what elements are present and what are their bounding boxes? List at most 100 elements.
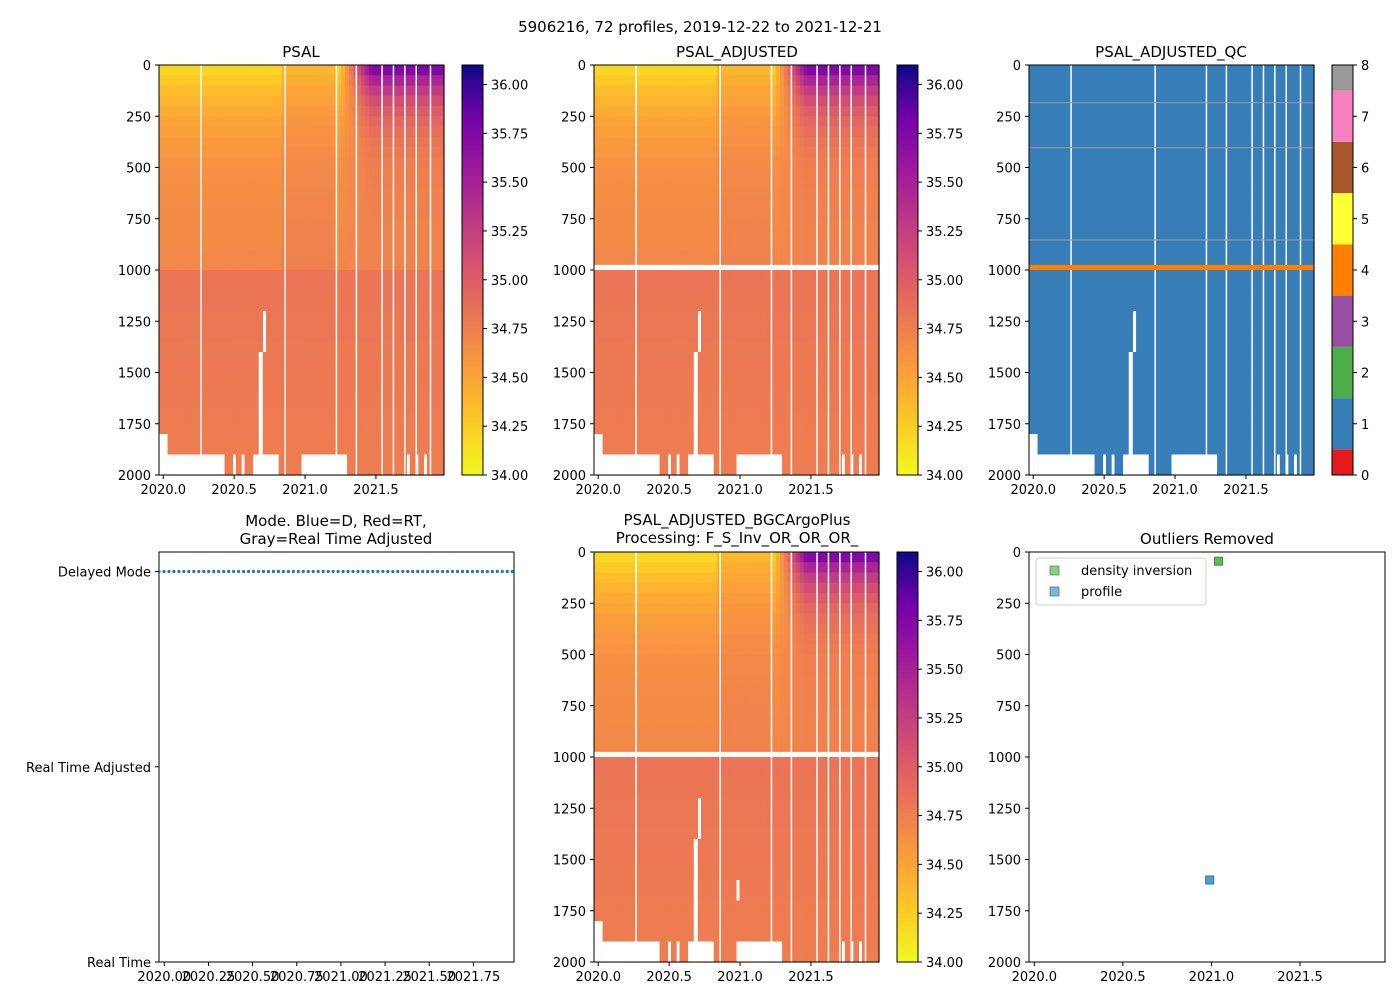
heatmap-cell [337,301,342,312]
heatmap-cell [760,137,765,148]
heatmap-cell [389,444,394,455]
heatmap-cell [408,321,413,332]
heatmap-cell [369,75,374,86]
heatmap-cell [163,301,168,312]
heatmap-cell [337,188,342,199]
heatmap-cell [242,127,247,138]
heatmap-cell [792,106,797,117]
heatmap-cell [286,229,291,240]
heatmap-cell [677,127,682,138]
heatmap-cell [693,229,698,240]
heatmap-cell [677,137,682,148]
heatmap-cell [733,321,738,332]
heatmap-cell [729,434,734,445]
heatmap-cell [290,383,295,394]
heatmap-cell [313,147,318,158]
heatmap-cell [713,321,718,332]
heatmap-cell [349,383,354,394]
heatmap-cell [737,311,742,322]
heatmap-cell [709,127,714,138]
heatmap-cell [290,96,295,107]
heatmap-cell [163,321,168,332]
heatmap-cell [246,280,251,291]
heatmap-cell [226,116,231,127]
heatmap-cell [290,168,295,179]
heatmap-cell [764,280,769,291]
heatmap-cell [420,444,425,455]
heatmap-cell [179,352,184,363]
heatmap-cell [740,86,745,97]
heatmap-cell [377,393,382,404]
heatmap-cell [377,96,382,107]
heatmap-cell [222,311,227,322]
heatmap-cell [756,352,761,363]
heatmap-cell [290,188,295,199]
heatmap-cell [385,260,390,271]
heatmap-cell [294,373,299,384]
heatmap-cell [305,342,310,353]
heatmap-cell [254,219,259,230]
heatmap-cell [266,147,271,158]
heatmap-cell [756,362,761,373]
heatmap-cell [369,403,374,414]
heatmap-cell [725,342,730,353]
heatmap-cell [254,86,259,97]
heatmap-cell [614,362,619,373]
heatmap-cell [349,147,354,158]
heatmap-cell [606,86,611,97]
heatmap-cell [661,96,666,107]
heatmap-cell [645,86,650,97]
heatmap-cell [752,444,757,455]
heatmap-cell [230,209,235,220]
heatmap-cell [669,301,674,312]
heatmap-cell [618,301,623,312]
heatmap-cell [175,260,180,271]
heatmap-cell [262,168,267,179]
heatmap-cell [187,219,192,230]
heatmap-cell [740,147,745,158]
heatmap-cell [290,106,295,117]
heatmap-cell [697,127,702,138]
heatmap-cell [246,332,251,343]
heatmap-cell [345,403,350,414]
heatmap-cell [325,362,330,373]
heatmap-cell [325,444,330,455]
heatmap-cell [341,239,346,250]
heatmap-cell [772,219,777,230]
heatmap-cell [238,342,243,353]
heatmap-cell [179,373,184,384]
heatmap-cell [278,352,283,363]
heatmap-cell [610,188,615,199]
heatmap-cell [776,178,781,189]
heatmap-cell [278,424,283,435]
heatmap-cell [665,250,670,261]
heatmap-cell [262,188,267,199]
heatmap-cell [234,301,239,312]
heatmap-cell [159,75,164,86]
heatmap-cell [365,311,370,322]
heatmap-cell [345,291,350,302]
heatmap-cell [760,352,765,363]
heatmap-cell [776,96,781,107]
heatmap-cell [610,219,615,230]
heatmap-cell [222,229,227,240]
heatmap-cell [784,383,789,394]
heatmap-cell [341,403,346,414]
heatmap-cell [329,116,334,127]
heatmap-cell [361,393,366,404]
heatmap-cell [305,147,310,158]
colorbar-tick-label: 35.25 [491,225,528,240]
heatmap-cell [345,198,350,209]
heatmap-cell [294,209,299,220]
heatmap-cell [626,219,631,230]
heatmap-cell [337,65,342,76]
heatmap-cell [784,127,789,138]
heatmap-cell [784,301,789,312]
heatmap-cell [187,342,192,353]
heatmap-cell [701,127,706,138]
heatmap-cell [175,239,180,250]
heatmap-cell [752,362,757,373]
heatmap-cell [345,239,350,250]
heatmap-cell [740,403,745,414]
heatmap-cell [733,198,738,209]
